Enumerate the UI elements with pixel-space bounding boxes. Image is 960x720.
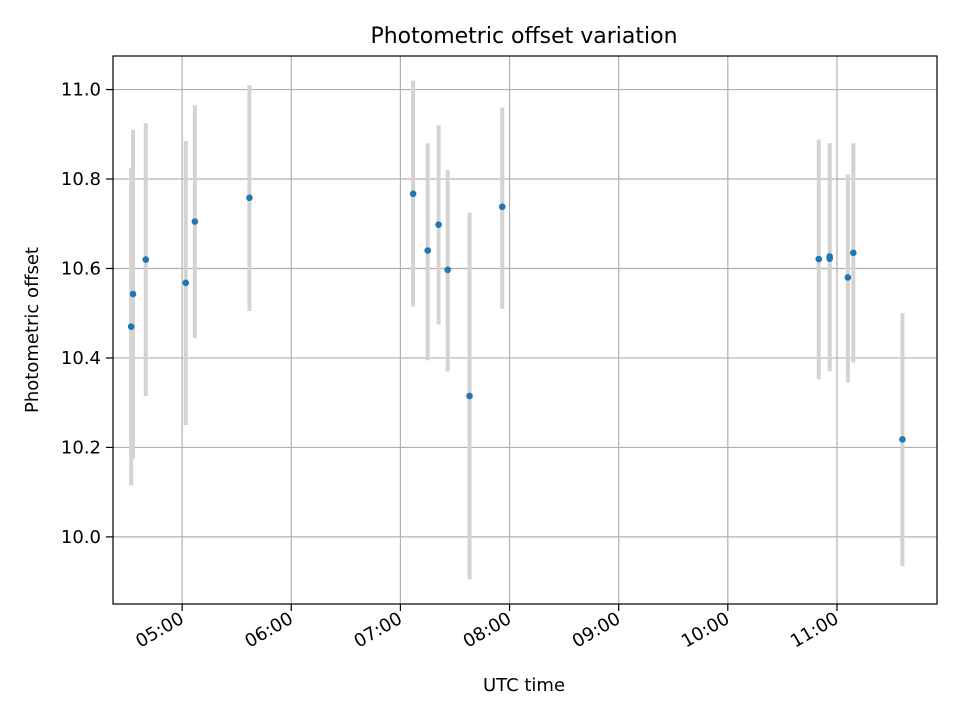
x-tick-label: 08:00 [460,608,515,652]
data-point [127,323,135,330]
data-point [899,436,906,443]
plot-background [113,56,937,604]
chart-title: Photometric offset variation [370,24,677,49]
y-axis-label: Photometric offset [22,247,43,413]
x-tick-label: 06:00 [241,608,296,652]
x-tick-label: 05:00 [132,608,187,652]
data-point [246,194,253,202]
x-axis-label: UTC time [483,675,565,696]
x-tick-label: 11:00 [787,608,842,652]
data-point [850,249,857,257]
data-point [129,290,137,298]
y-tick-label: 10.6 [61,258,101,279]
y-tick-label: 10.8 [61,169,101,190]
data-points [127,190,906,443]
y-tick-label: 10.0 [61,527,101,548]
data-point [142,256,150,263]
data-point [424,247,431,254]
plot-frame [112,55,938,605]
x-tick-label: 10:00 [678,608,733,652]
x-tick-label: 07:00 [350,608,405,652]
data-point [844,274,852,281]
y-tick-label: 10.4 [61,348,101,369]
data-point [498,203,506,211]
y-tick-label: 10.2 [61,437,101,458]
y-axis: 10.0 10.2 10.4 10.6 10.8 11.0 [61,80,113,548]
x-tick-label: 09:00 [569,608,624,652]
x-axis: 05:00 06:00 07:00 08:00 09:00 10:00 11:00 [132,604,842,652]
data-point [444,266,451,274]
data-point [191,218,199,225]
data-point [409,190,417,198]
y-tick-label: 11.0 [61,80,101,101]
data-point [815,255,823,263]
data-point [182,279,190,287]
data-point [466,392,473,400]
data-point [826,253,833,260]
data-point [435,221,442,228]
